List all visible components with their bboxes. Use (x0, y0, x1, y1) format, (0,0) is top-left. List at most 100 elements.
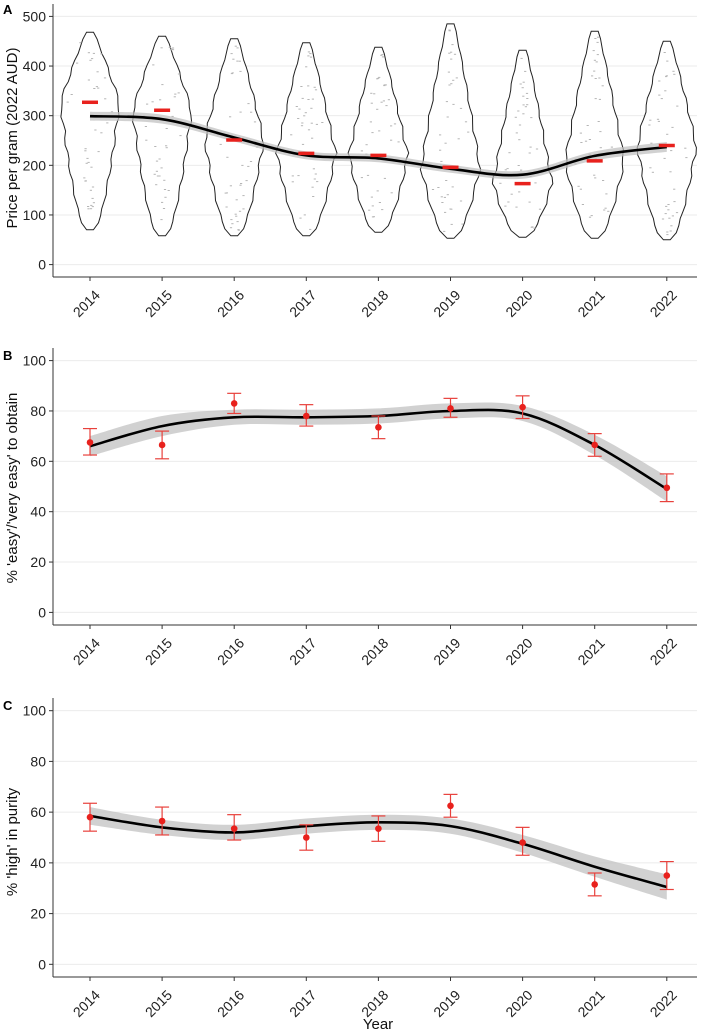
x-tick-label: 2016 (214, 635, 247, 668)
jitter-point (390, 139, 393, 141)
jitter-point (517, 110, 520, 112)
x-tick-label: 2014 (70, 635, 103, 668)
jitter-point (231, 72, 234, 74)
jitter-point (366, 174, 370, 176)
jitter-point (664, 213, 667, 215)
x-tick-label: 2014 (70, 287, 103, 320)
jitter-point (530, 117, 533, 119)
violin (347, 46, 410, 233)
jitter-point (381, 54, 384, 56)
jitter-point (601, 85, 604, 87)
jitter-point (303, 115, 306, 117)
jitter-point (441, 202, 444, 203)
y-tick-label: 20 (30, 554, 46, 570)
jitter-point (164, 196, 167, 198)
y-tick-label: 80 (30, 753, 46, 769)
jitter-point (522, 104, 525, 106)
jitter-point (240, 183, 243, 184)
jitter-point (158, 175, 161, 177)
jitter-point (586, 125, 589, 126)
jitter-point (437, 187, 440, 188)
jitter-point (522, 113, 525, 115)
jitter-point (85, 162, 88, 164)
jitter-point (657, 120, 660, 122)
jitter-point (247, 165, 250, 167)
jitter-point (390, 192, 393, 194)
jitter-point (235, 215, 238, 217)
jitter-point (234, 213, 237, 215)
jitter-point (393, 123, 397, 125)
jitter-point (518, 139, 521, 141)
jitter-point (92, 52, 95, 54)
y-tick-label: 100 (23, 207, 47, 223)
jitter-point (452, 79, 455, 81)
jitter-point (594, 98, 597, 100)
jitter-point (444, 142, 447, 144)
jitter-point (219, 143, 222, 145)
violin (419, 23, 482, 239)
jitter-point (649, 119, 652, 121)
x-tick-label: 2018 (358, 287, 391, 320)
jitter-point (670, 150, 673, 152)
jitter-point (673, 201, 676, 203)
jitter-point (604, 207, 607, 209)
jitter-point (145, 139, 148, 141)
jitter-point (87, 206, 90, 207)
jitter-point (439, 149, 442, 151)
jitter-point (301, 97, 304, 99)
jitter-point (440, 196, 443, 198)
jitter-point (380, 101, 383, 103)
jitter-point (671, 215, 674, 217)
jitter-point (304, 112, 307, 114)
jitter-point (177, 92, 180, 94)
jitter-point (314, 89, 318, 91)
jitter-point (378, 130, 381, 132)
jitter-point (160, 219, 163, 221)
x-tick-label: 2018 (358, 635, 391, 668)
jitter-point (239, 70, 242, 72)
jitter-point (171, 115, 174, 117)
data-point (519, 403, 526, 411)
jitter-point (656, 118, 660, 120)
jitter-point (230, 73, 233, 75)
jitter-point (397, 141, 400, 143)
jitter-point (439, 134, 442, 136)
jitter-point (376, 190, 379, 192)
y-tick-label: 400 (23, 58, 47, 74)
jitter-point (83, 177, 86, 179)
jitter-point (171, 47, 175, 49)
jitter-point (235, 199, 238, 201)
jitter-point (239, 111, 242, 113)
jitter-point (381, 209, 384, 211)
jitter-point (297, 175, 300, 177)
jitter-point (445, 101, 448, 103)
jitter-point (160, 167, 163, 169)
jitter-point (668, 217, 671, 219)
x-tick-label: 2019 (430, 635, 463, 668)
jitter-point (667, 209, 670, 211)
violin (565, 30, 624, 239)
jitter-point (309, 53, 312, 55)
data-point (591, 881, 598, 888)
jitter-point (163, 189, 167, 190)
jitter-point (590, 215, 593, 217)
jitter-point (535, 148, 539, 150)
jitter-point (522, 95, 525, 97)
jitter-point (301, 143, 305, 145)
jitter-point (234, 45, 237, 47)
jitter-point (448, 29, 451, 31)
jitter-point (170, 48, 174, 50)
jitter-point (295, 106, 298, 107)
jitter-point (455, 77, 458, 79)
jitter-point (450, 51, 453, 53)
jitter-point (250, 111, 253, 113)
jitter-point (311, 137, 314, 139)
x-tick-label: 2015 (142, 987, 175, 1020)
panel-a: A Price per gram (2022 AUD) 0 100 200 300 40… (3, 2, 697, 320)
jitter-point (517, 165, 520, 166)
jitter-point (598, 77, 601, 79)
jitter-point (596, 36, 600, 38)
jitter-point (518, 191, 521, 193)
jitter-point (660, 98, 663, 100)
jitter-point (224, 192, 227, 194)
